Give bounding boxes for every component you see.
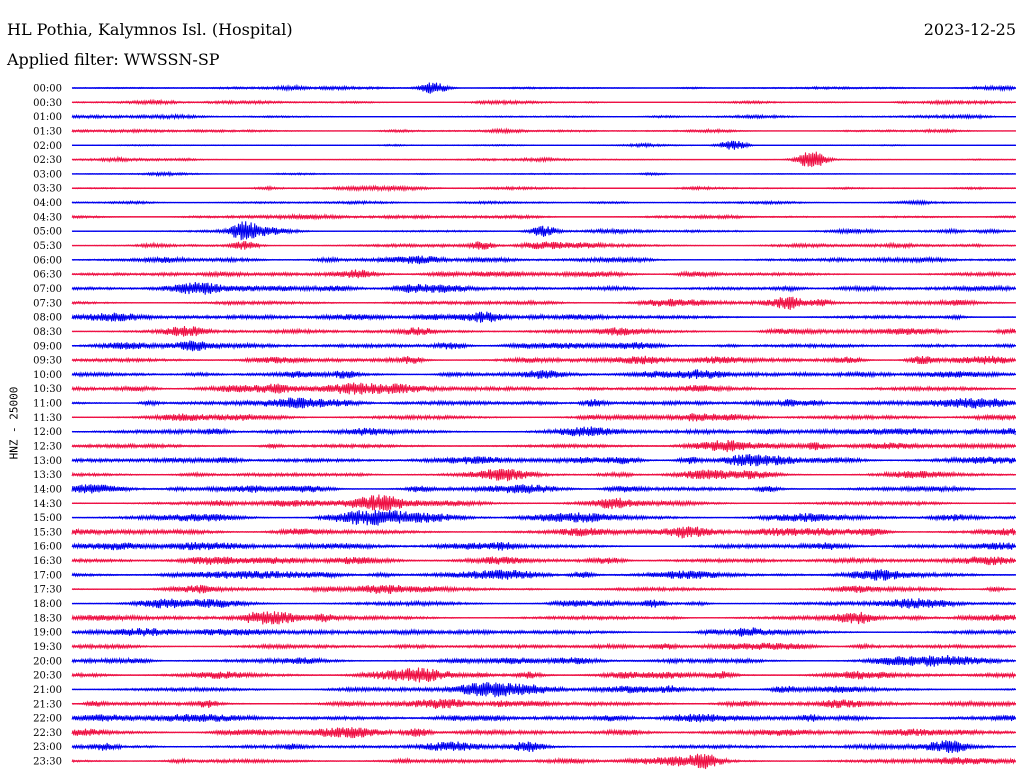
row-time-label: 07:00 [33, 284, 62, 295]
row-time-label: 01:00 [33, 112, 62, 123]
row-time-label: 03:30 [33, 184, 62, 195]
row-time-label: 09:00 [33, 341, 62, 352]
row-time-label: 07:30 [33, 298, 62, 309]
row-time-label: 09:30 [33, 356, 62, 367]
row-time-label: 06:30 [33, 270, 62, 281]
channel-label: HNZ - 25000 [7, 386, 21, 460]
row-time-label: 19:30 [33, 642, 62, 653]
row-time-label: 16:30 [33, 556, 62, 567]
seismic-trace [71, 221, 1016, 241]
seismic-trace [71, 667, 1016, 683]
row-time-label: 14:00 [33, 484, 62, 495]
row-time-label: 03:00 [33, 169, 62, 180]
row-time-label: 04:30 [33, 212, 62, 223]
row-time-label: 23:30 [33, 757, 62, 768]
row-time-label: 02:30 [33, 155, 62, 166]
row-time-label: 01:30 [33, 126, 62, 137]
row-time-label: 11:30 [33, 413, 62, 424]
row-time-label: 21:30 [33, 699, 62, 710]
row-time-label: 08:30 [33, 327, 62, 338]
row-time-label: 20:30 [33, 671, 62, 682]
row-time-label: 10:30 [33, 384, 62, 395]
row-time-label: 11:00 [33, 399, 62, 410]
row-time-label: 13:00 [33, 456, 62, 467]
row-time-label: 15:00 [33, 513, 62, 524]
row-time-label: 16:00 [33, 542, 62, 553]
row-time-label: 06:00 [33, 255, 62, 266]
station-title: HL Pothia, Kalymnos Isl. (Hospital) [7, 20, 293, 39]
row-time-label: 12:30 [33, 442, 62, 453]
row-time-label: 13:30 [33, 470, 62, 481]
row-time-label: 08:00 [33, 313, 62, 324]
row-time-label: 04:00 [33, 198, 62, 209]
row-time-label: 10:00 [33, 370, 62, 381]
row-time-label: 12:00 [33, 427, 62, 438]
row-time-label: 19:00 [33, 628, 62, 639]
row-time-label: 05:00 [33, 227, 62, 238]
row-time-label: 15:30 [33, 527, 62, 538]
filter-label: Applied filter: WWSSN-SP [7, 50, 220, 69]
seismic-trace [71, 453, 1016, 467]
row-time-label: 20:00 [33, 656, 62, 667]
row-time-label: 22:00 [33, 714, 62, 725]
row-time-label: 18:00 [33, 599, 62, 610]
row-time-label: 23:00 [33, 742, 62, 753]
row-time-label: 21:00 [33, 685, 62, 696]
row-time-label: 17:30 [33, 585, 62, 596]
row-time-label: 00:00 [33, 84, 62, 95]
row-time-label: 14:30 [33, 499, 62, 510]
row-time-label: 22:30 [33, 728, 62, 739]
seismic-trace [71, 569, 1016, 581]
row-time-label: 18:30 [33, 613, 62, 624]
row-time-label: 17:00 [33, 570, 62, 581]
row-time-label: 00:30 [33, 98, 62, 109]
plot-date: 2023-12-25 [923, 20, 1016, 39]
row-time-label: 02:00 [33, 141, 62, 152]
row-time-label: 05:30 [33, 241, 62, 252]
